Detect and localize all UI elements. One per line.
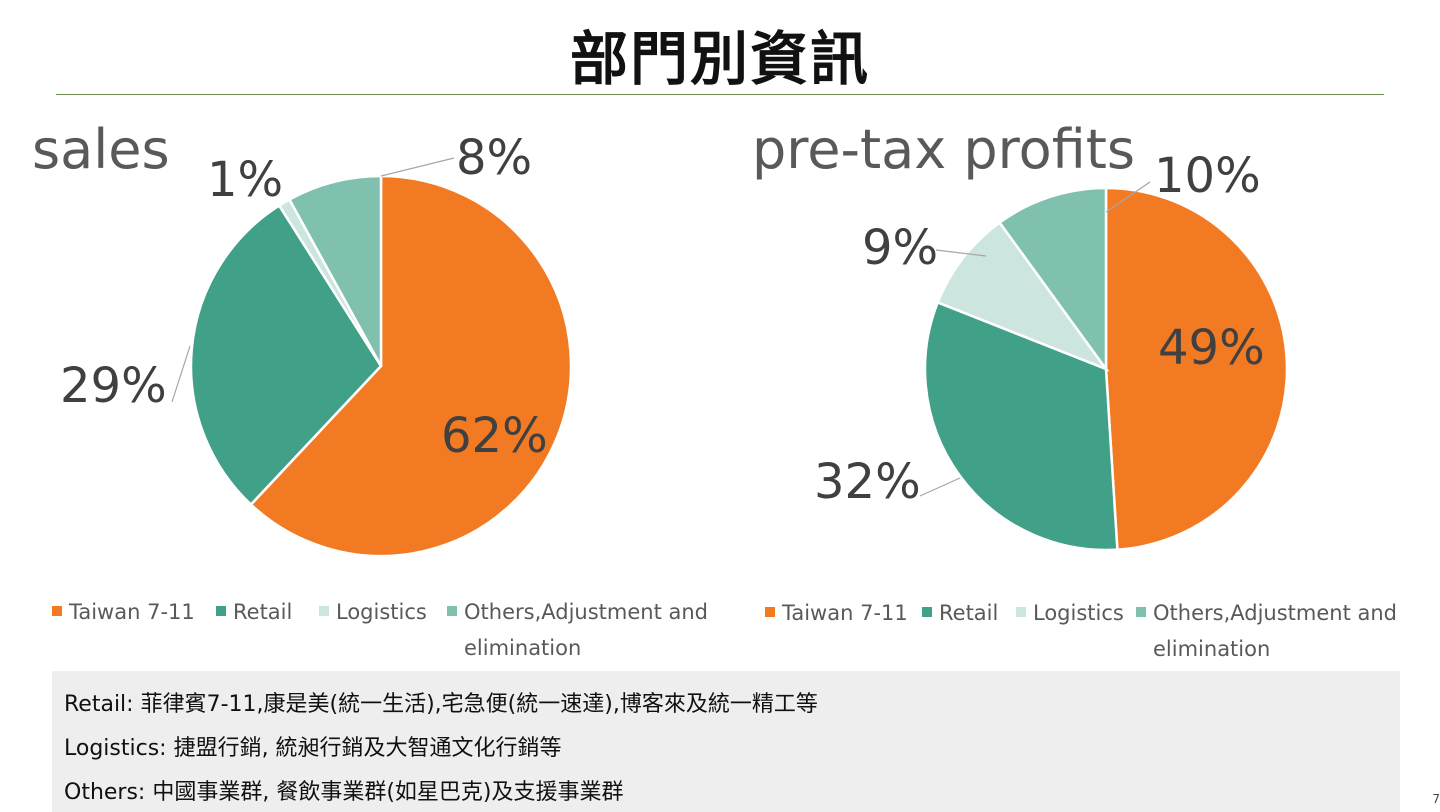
sales-legend-taiwan-711: Taiwan 7-11 xyxy=(68,600,195,624)
sales-legend-swatch-retail xyxy=(216,606,226,616)
sales-slice-taiwan-711 xyxy=(249,174,573,558)
profits-leader-line xyxy=(935,249,987,257)
sales-label-logistics: 1% xyxy=(207,152,283,208)
profits-pie xyxy=(923,186,1289,552)
sales-leader-line xyxy=(171,345,191,403)
profits-slice-retail xyxy=(923,300,1119,552)
profits-leader-line xyxy=(1105,181,1151,213)
page-title: 部門別資訊 xyxy=(569,25,870,93)
profits-legend-taiwan-711: Taiwan 7-11 xyxy=(781,601,908,625)
profits-legend-others: Others,Adjustment and xyxy=(1153,601,1397,625)
profits-slice-taiwan-711 xyxy=(1104,186,1289,551)
profits-leader-lines xyxy=(919,181,1151,497)
sales-label-retail: 29% xyxy=(60,358,167,414)
profits-legend-swatch-others xyxy=(1136,607,1146,617)
profits-legend-swatch-retail xyxy=(922,607,932,617)
sales-legend-swatch-logistics xyxy=(319,606,329,616)
profits-legend-swatch-taiwan-711 xyxy=(765,607,775,617)
sales-leader-line xyxy=(380,157,455,177)
profits-leader-line xyxy=(919,477,961,497)
profits-label-taiwan-711: 49% xyxy=(1158,320,1265,376)
title-divider xyxy=(56,94,1384,95)
sales-legend: Taiwan 7-11 Retail Logistics Others,Adju… xyxy=(52,600,708,660)
sales-legend-retail: Retail xyxy=(233,600,292,624)
sales-slice-retail xyxy=(189,203,383,507)
note-logistics: Logistics: 捷盟行銷, 統昶行銷及大智通文化行銷等 xyxy=(64,736,562,761)
notes-box: Retail: 菲律賓7-11,康是美(統一生活),宅急便(統一速達),博客來及… xyxy=(52,671,1400,812)
profits-legend-logistics: Logistics xyxy=(1033,601,1124,625)
profits-label-retail: 32% xyxy=(814,454,921,510)
sales-legend-others-cont: elimination xyxy=(464,636,581,660)
profits-label-logistics: 9% xyxy=(862,220,938,276)
page-number: 7 xyxy=(1432,792,1440,806)
note-others: Others: 中國事業群, 餐飲事業群(如星巴克)及支援事業群 xyxy=(64,780,624,805)
profits-slice-others xyxy=(997,186,1108,373)
profits-legend: Taiwan 7-11 Retail Logistics Others,Adju… xyxy=(765,601,1397,661)
profits-label-others: 10% xyxy=(1154,148,1261,204)
sales-legend-swatch-others xyxy=(447,606,457,616)
sales-label-others: 8% xyxy=(456,130,532,186)
profits-legend-swatch-logistics xyxy=(1016,607,1026,617)
sales-leader-lines xyxy=(171,157,455,403)
note-retail: Retail: 菲律賓7-11,康是美(統一生活),宅急便(統一速達),博客來及… xyxy=(64,692,818,717)
sales-chart-title: sales xyxy=(32,118,170,181)
profits-slice-logistics xyxy=(936,220,1110,372)
sales-legend-swatch-taiwan-711 xyxy=(52,606,62,616)
profits-legend-retail: Retail xyxy=(939,601,998,625)
profits-chart-title: pre-tax profits xyxy=(752,118,1135,181)
sales-slice-others xyxy=(287,174,383,367)
profits-chart: pre-tax profits 49% 32% 9% 10% Taiwan 7-… xyxy=(752,118,1397,661)
sales-label-taiwan-711: 62% xyxy=(441,408,548,464)
profits-legend-others-cont: elimination xyxy=(1153,637,1270,661)
sales-legend-logistics: Logistics xyxy=(336,600,427,624)
charts-canvas: sales 62% 29% 1% 8% Taiwan 7-11 Retail L… xyxy=(32,118,1397,661)
sales-legend-others: Others,Adjustment and xyxy=(464,600,708,624)
sales-pie xyxy=(189,174,573,558)
sales-chart: sales 62% 29% 1% 8% Taiwan 7-11 Retail L… xyxy=(32,118,708,660)
